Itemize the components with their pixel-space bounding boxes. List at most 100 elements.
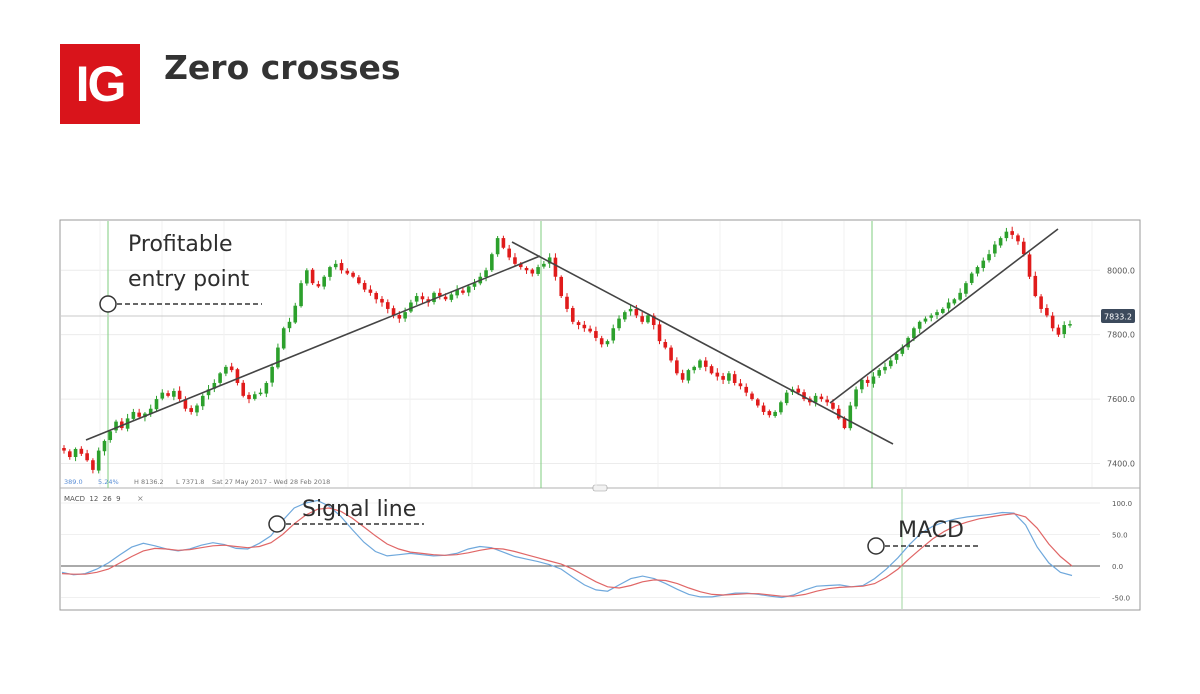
candle [339,259,344,274]
candle-body [935,312,939,316]
candle-body [570,308,575,322]
candle-body [438,292,442,297]
candle-body [409,302,413,312]
candle [848,401,853,431]
candle-body [235,369,240,383]
candle [224,364,228,377]
candle-body [871,376,876,384]
downtrend-line [511,241,894,445]
candle [981,257,986,272]
panel-resize-handle[interactable] [592,484,608,492]
current-price-value: 7833.2 [1104,313,1132,322]
candle-body [443,296,448,300]
candle-body [449,294,454,300]
candle-body [166,393,170,396]
candle [495,236,500,257]
candle-body [276,347,280,368]
candle-body [981,260,986,268]
candle-body [91,460,95,470]
candle-body [1050,315,1055,329]
candle-body [177,390,182,400]
candle [865,376,870,387]
candle [675,357,679,376]
candle-body [877,370,882,376]
candle-body [385,302,390,309]
candle [883,362,887,374]
candle [825,395,829,406]
candle-body [912,328,916,339]
candle [252,391,257,401]
candle-body [322,276,326,287]
candle-body [1033,275,1038,297]
candle [998,236,1003,248]
candle [640,312,644,325]
candle-body [229,366,234,371]
candle-body [732,374,737,383]
candle [333,260,338,270]
annotation-entry-line2: entry point [128,267,250,292]
price-tick-label: 8000.0 [1107,266,1135,275]
candle-body [1062,325,1067,335]
candle [709,364,714,375]
candle [409,299,413,314]
candle-body [964,283,968,294]
candle [588,325,592,334]
annotation-entry: Profitable entry point [99,232,262,313]
candle [1033,271,1038,298]
candle-body [709,366,714,374]
candle [570,305,575,325]
candle [744,383,749,397]
candle [177,386,182,402]
candle-body [73,448,78,458]
candle-body [328,267,332,277]
candle [605,339,610,347]
info-range: Sat 27 May 2017 - Wed 28 Feb 2018 [212,478,330,486]
candle [1068,320,1072,328]
candle-body [200,395,205,407]
candle-body [773,411,777,416]
candle-body [692,366,696,371]
candle [542,260,546,269]
current-price-badge: 7833.2 [1101,309,1135,323]
candle-body [160,392,165,399]
candle [455,285,459,299]
candle-body [218,373,222,383]
candle-body [472,283,477,287]
candlestick-series [62,226,1072,474]
macd-panel-close-icon[interactable]: × [137,494,144,503]
annotation-entry-marker [99,295,117,313]
candle-body [212,382,217,389]
candle [917,320,922,334]
macd-tick-label: 0.0 [1112,563,1123,571]
candle-body [362,282,367,290]
candle [247,392,251,404]
candle [91,458,95,474]
candle-body [547,257,552,264]
candle [305,268,309,286]
candle-body [802,392,806,400]
candle-body [553,257,558,277]
candle [137,408,141,420]
candle [1021,237,1026,257]
candle [836,405,841,420]
candle-body [293,305,298,323]
trendlines [85,228,1059,445]
candle-body [819,396,824,400]
candle-body [952,299,957,304]
candle-body [738,383,743,387]
info-low: L 7371.8 [176,478,204,486]
candle [281,326,286,350]
candle [438,288,442,300]
candle-body [1045,307,1049,316]
candle [813,393,818,407]
candle [160,389,165,401]
zero-cross-markers [107,221,873,488]
candle-body [461,290,465,293]
candle [420,292,425,304]
candle-body [576,322,581,326]
candle-body [836,408,841,419]
candle [692,365,696,374]
candle-body [137,412,141,417]
candle-body [374,292,379,300]
candle [680,369,685,383]
